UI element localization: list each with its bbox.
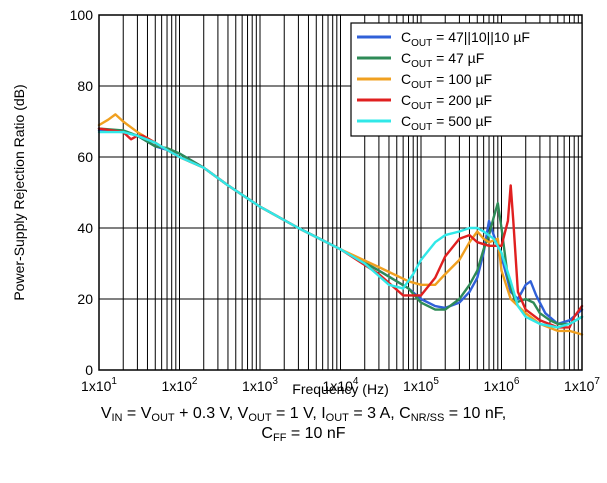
psrr-chart: 1x101 1x102 1x103 1x104 1x105 1x106 1x107 0 20 4… (11, 7, 600, 397)
legend-label: COUT = 500 µF (401, 113, 492, 133)
y-tick-label: 60 (77, 149, 93, 165)
x-tick-label: 1x101 (81, 376, 117, 394)
y-tick-label: 40 (77, 220, 93, 236)
x-tick-label: 1x102 (162, 376, 198, 394)
y-tick-label: 100 (70, 7, 94, 23)
y-tick-labels: 0 20 40 60 80 100 (70, 7, 94, 378)
series-line-5 (97, 130, 584, 329)
legend-label: COUT = 47||10||10 µF (401, 29, 530, 49)
series-group (97, 113, 584, 336)
legend-label: COUT = 100 µF (401, 71, 492, 91)
y-tick-label: 80 (77, 78, 93, 94)
plot-frame (98, 14, 583, 371)
y-tick-label: 0 (85, 362, 93, 378)
legend-label: COUT = 47 µF (401, 50, 484, 70)
legend-label: COUT = 200 µF (401, 92, 492, 112)
x-tick-label: 1x105 (403, 376, 439, 394)
x-tick-label: 1x107 (564, 376, 600, 394)
caption-line-1: VIN = VOUT + 0.3 V, VOUT = 1 V, IOUT = 3… (100, 405, 507, 424)
x-tick-labels: 1x101 1x102 1x103 1x104 1x105 1x106 1x107 (81, 376, 600, 394)
caption-line-2: CFF = 10 nF (261, 425, 346, 444)
series-line-2 (97, 127, 584, 326)
x-tick-label: 1x103 (242, 376, 278, 394)
y-tick-label: 20 (77, 291, 93, 307)
x-axis-title: Frequency (Hz) (292, 381, 388, 397)
x-tick-label: 1x106 (484, 376, 520, 394)
test-conditions-caption: VIN = VOUT + 0.3 V, VOUT = 1 V, IOUT = 3… (0, 404, 607, 444)
y-axis-title: Power-Supply Rejection Ratio (dB) (11, 84, 27, 300)
x-tick-label: 1x104 (323, 376, 359, 394)
